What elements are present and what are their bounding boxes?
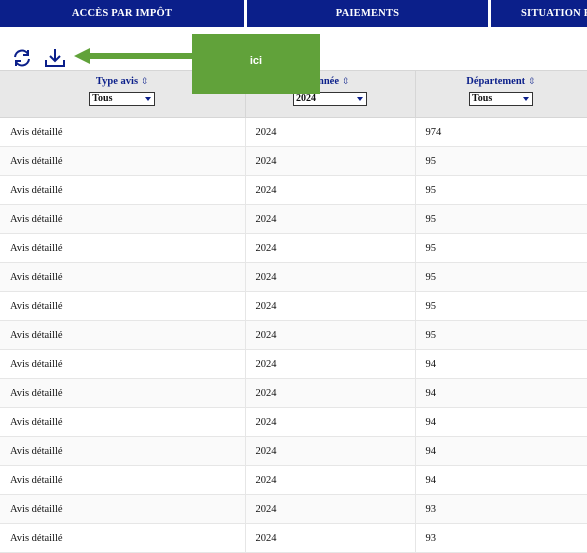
cell-type-avis: Avis détaillé: [0, 523, 246, 553]
cell-departement: 93: [415, 494, 587, 524]
table-row[interactable]: Avis détaillé 2024 95: [0, 320, 587, 350]
chevron-down-icon: [145, 97, 152, 101]
cell-annee: 2024: [245, 291, 416, 321]
chevron-down-icon: [523, 97, 529, 101]
table-row[interactable]: Avis détaillé 2024 95: [0, 262, 587, 292]
cell-annee: 2024: [245, 262, 416, 292]
cell-type-avis: Avis détaillé: [0, 117, 246, 147]
table-row[interactable]: Avis détaillé 2024 94: [0, 349, 587, 379]
cell-departement: 93: [415, 523, 587, 553]
table-header-row: Type avis ⇳ Tous Année ⇳ 2024 Département ⇳…: [0, 70, 587, 118]
table-row[interactable]: Avis détaillé 2024 95: [0, 233, 587, 263]
cell-departement: 94: [415, 465, 587, 495]
cell-departement: 95: [415, 146, 587, 176]
cell-type-avis: Avis détaillé: [0, 204, 246, 234]
cell-departement: 95: [415, 262, 587, 292]
cell-annee: 2024: [245, 204, 416, 234]
cell-annee: 2024: [245, 378, 416, 408]
cell-type-avis: Avis détaillé: [0, 494, 246, 524]
column-label-annee[interactable]: Année: [310, 76, 340, 87]
cell-type-avis: Avis détaillé: [0, 436, 246, 466]
table-row[interactable]: Avis détaillé 2024 93: [0, 494, 587, 524]
cell-annee: 2024: [245, 349, 416, 379]
cell-departement: 94: [415, 378, 587, 408]
table-row[interactable]: Avis détaillé 2024 95: [0, 175, 587, 205]
column-label-departement[interactable]: Département: [466, 76, 526, 87]
chevron-down-icon: [357, 97, 363, 101]
table-row[interactable]: Avis détaillé 2024 95: [0, 146, 587, 176]
cell-departement: 95: [415, 291, 587, 321]
cell-departement: 95: [415, 320, 587, 350]
cell-annee: 2024: [245, 465, 416, 495]
table-row[interactable]: Avis détaillé 2024 94: [0, 436, 587, 466]
departement-filter-select[interactable]: Tous: [469, 92, 533, 106]
cell-annee: 2024: [245, 436, 416, 466]
cell-type-avis: Avis détaillé: [0, 407, 246, 437]
cell-type-avis: Avis détaillé: [0, 291, 246, 321]
cell-departement: 94: [415, 349, 587, 379]
cell-type-avis: Avis détaillé: [0, 233, 246, 263]
table-toolbar: [0, 44, 587, 70]
annee-filter-select[interactable]: 2024: [293, 92, 367, 106]
ici-annotation-box: ici: [192, 34, 320, 94]
tab-paiements[interactable]: PAIEMENTS: [247, 0, 488, 27]
cell-departement: 95: [415, 233, 587, 263]
sort-icon[interactable]: ⇳: [528, 76, 536, 86]
cell-type-avis: Avis détaillé: [0, 320, 246, 350]
cell-type-avis: Avis détaillé: [0, 262, 246, 292]
table-row[interactable]: Avis détaillé 2024 94: [0, 378, 587, 408]
cell-type-avis: Avis détaillé: [0, 146, 246, 176]
cell-annee: 2024: [245, 117, 416, 147]
cell-departement: 95: [415, 204, 587, 234]
table-row[interactable]: Avis détaillé 2024 94: [0, 465, 587, 495]
tab-acces-par-impot[interactable]: ACCÈS PAR IMPÔT: [0, 0, 244, 27]
table-row[interactable]: Avis détaillé 2024 93: [0, 523, 587, 553]
cell-annee: 2024: [245, 233, 416, 263]
annotation-arrow-icon: [74, 48, 194, 64]
cell-type-avis: Avis détaillé: [0, 378, 246, 408]
cell-departement: 94: [415, 436, 587, 466]
cell-type-avis: Avis détaillé: [0, 175, 246, 205]
cell-type-avis: Avis détaillé: [0, 465, 246, 495]
column-label-type-avis[interactable]: Type avis: [95, 76, 139, 87]
cell-annee: 2024: [245, 175, 416, 205]
table-row[interactable]: Avis détaillé 2024 95: [0, 291, 587, 321]
cell-departement: 974: [415, 117, 587, 147]
avis-table: Type avis ⇳ Tous Année ⇳ 2024 Département ⇳…: [0, 70, 587, 553]
cell-annee: 2024: [245, 494, 416, 524]
column-header-annee: Année ⇳ 2024: [245, 70, 416, 118]
cell-type-avis: Avis détaillé: [0, 349, 246, 379]
refresh-icon[interactable]: [11, 48, 33, 68]
cell-annee: 2024: [245, 523, 416, 553]
sort-icon[interactable]: ⇳: [141, 76, 149, 86]
column-header-departement: Département ⇳ Tous: [415, 70, 587, 118]
cell-annee: 2024: [245, 320, 416, 350]
table-row[interactable]: Avis détaillé 2024 974: [0, 117, 587, 147]
type-avis-filter-select[interactable]: Tous: [89, 92, 156, 106]
download-icon[interactable]: [44, 48, 66, 68]
cell-departement: 94: [415, 407, 587, 437]
table-row[interactable]: Avis détaillé 2024 94: [0, 407, 587, 437]
top-navigation: ACCÈS PAR IMPÔT PAIEMENTS SITUATION F: [0, 0, 587, 28]
sort-icon[interactable]: ⇳: [342, 76, 350, 86]
cell-annee: 2024: [245, 146, 416, 176]
cell-departement: 95: [415, 175, 587, 205]
table-row[interactable]: Avis détaillé 2024 95: [0, 204, 587, 234]
tab-situation[interactable]: SITUATION F: [491, 0, 587, 27]
cell-annee: 2024: [245, 407, 416, 437]
